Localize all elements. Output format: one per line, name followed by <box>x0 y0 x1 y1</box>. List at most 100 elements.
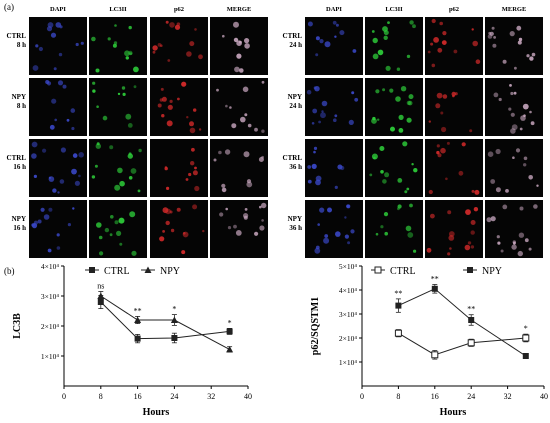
row-label: CTRL 36 h <box>282 154 302 171</box>
micrograph-merge <box>485 139 543 197</box>
micrograph-p62 <box>150 139 208 197</box>
micrograph-p62 <box>425 78 483 136</box>
micrograph-merge <box>485 78 543 136</box>
micrograph-p62 <box>150 78 208 136</box>
y-tick-label: 4×10⁴ <box>41 262 59 271</box>
micrograph-lc3ii <box>365 200 423 258</box>
x-tick-label: 24 <box>467 392 475 401</box>
micrograph-merge <box>485 17 543 75</box>
series-line <box>398 288 527 357</box>
micrograph-lc3ii <box>365 78 423 136</box>
y-tick-label: 2×10⁴ <box>339 334 357 343</box>
x-tick-label: 0 <box>62 392 66 401</box>
micrograph-lc3ii <box>365 139 423 197</box>
x-tick-label: 16 <box>431 392 439 401</box>
data-point <box>97 299 104 305</box>
x-axis-title: Hours <box>143 407 170 418</box>
row-label: CTRL 8 h <box>6 32 26 49</box>
significance-label: * <box>172 305 176 314</box>
x-tick-label: 0 <box>360 392 364 401</box>
legend-label: CTRL <box>104 266 130 277</box>
x-tick-label: 8 <box>396 392 400 401</box>
y-axis-title: LC3B <box>12 313 23 339</box>
significance-label: * <box>524 324 528 333</box>
column-header-dapi: DAPI <box>326 6 342 13</box>
column-header-merge: MERGE <box>501 6 527 13</box>
micrograph-dapi <box>305 17 363 75</box>
micrograph-dapi <box>29 139 87 197</box>
legend-label: NPY <box>482 266 502 277</box>
micrograph-p62 <box>425 200 483 258</box>
y-tick-label: 3×10⁴ <box>339 310 357 319</box>
data-point <box>171 335 178 341</box>
x-axis-title: Hours <box>440 407 467 418</box>
data-point <box>170 316 178 323</box>
micrograph-p62 <box>150 200 208 258</box>
data-point <box>431 351 439 359</box>
micrograph-dapi <box>29 17 87 75</box>
panel-b-label: (b) <box>4 266 15 276</box>
significance-label: * <box>228 318 232 327</box>
data-point <box>374 266 382 274</box>
panel-a-label: (a) <box>4 2 14 12</box>
micrograph-merge <box>210 78 268 136</box>
data-point <box>226 328 233 335</box>
micrograph-lc3ii <box>365 17 423 75</box>
micrograph-lc3ii <box>89 139 147 197</box>
micrograph-dapi <box>305 78 363 136</box>
y-tick-label: 1×10⁴ <box>339 358 357 367</box>
chart-p62: 0 8 16 24 32 40 1×10⁴ 2×10⁴ 3×10⁴ 4×10⁴ 5×10⁴ Hours… <box>310 262 548 418</box>
micrograph-dapi <box>305 139 363 197</box>
row-label: NPY 36 h <box>287 215 302 232</box>
data-point <box>467 339 475 347</box>
x-tick-label: 24 <box>170 392 178 401</box>
micrograph-merge <box>210 139 268 197</box>
data-point <box>134 316 142 323</box>
micrograph-lc3ii <box>89 78 147 136</box>
x-tick-label: 8 <box>99 392 103 401</box>
y-tick-label: 1×10⁴ <box>41 352 59 361</box>
micrograph-lc3ii <box>89 200 147 258</box>
y-tick-label: 3×10⁴ <box>41 292 59 301</box>
micrograph-merge <box>210 200 268 258</box>
significance-label: ns <box>97 282 104 291</box>
legend-label: NPY <box>160 266 180 277</box>
row-label: NPY 8 h <box>11 93 26 110</box>
column-header-lc3ii: LC3II <box>109 6 127 13</box>
micrograph-dapi <box>29 200 87 258</box>
data-point <box>144 266 152 273</box>
row-label: CTRL 24 h <box>282 32 302 49</box>
micrograph-p62 <box>425 17 483 75</box>
micrograph-merge <box>210 17 268 75</box>
micrograph-dapi <box>29 78 87 136</box>
y-tick-label: 4×10⁴ <box>339 286 357 295</box>
data-point <box>226 345 234 353</box>
x-tick-label: 40 <box>244 392 252 401</box>
row-label: CTRL 16 h <box>6 154 26 171</box>
significance-label: ** <box>394 289 402 298</box>
micrograph-merge <box>485 200 543 258</box>
micrograph-p62 <box>150 17 208 75</box>
data-point <box>522 353 529 359</box>
column-header-dapi: DAPI <box>50 6 66 13</box>
row-label: NPY 24 h <box>287 93 302 110</box>
y-tick-label: 2×10⁴ <box>41 322 59 331</box>
data-point <box>394 329 402 337</box>
column-header-lc3ii: LC3II <box>385 6 403 13</box>
column-header-p62: p62 <box>448 6 460 13</box>
data-point <box>468 317 475 323</box>
y-axis-title: p62/SQSTM1 <box>310 297 321 355</box>
x-tick-label: 16 <box>134 392 142 401</box>
row-label: NPY 16 h <box>11 215 26 232</box>
data-point <box>522 334 530 342</box>
data-point <box>431 285 438 292</box>
data-point <box>89 267 95 273</box>
series-line <box>100 295 230 350</box>
legend-label: CTRL <box>390 266 416 277</box>
micrograph-dapi <box>305 200 363 258</box>
data-point <box>395 302 402 309</box>
data-point <box>134 335 141 342</box>
x-tick-label: 32 <box>504 392 512 401</box>
data-point <box>467 267 473 273</box>
column-header-merge: MERGE <box>226 6 252 13</box>
